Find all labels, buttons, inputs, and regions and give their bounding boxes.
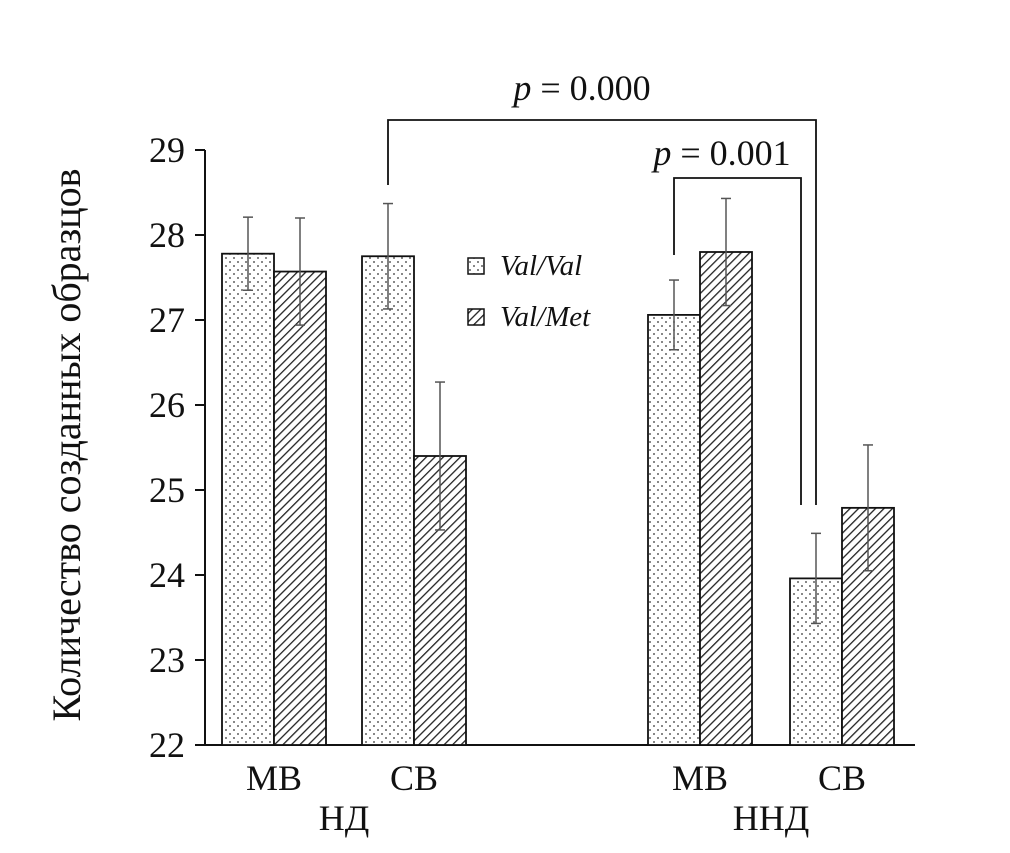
y-tick-label: 29 <box>149 130 185 170</box>
bar-val-val <box>361 255 415 746</box>
y-tick-label: 23 <box>149 640 185 680</box>
x-category-label: МВ <box>246 758 302 798</box>
y-axis-label: Количество созданных образцов <box>44 168 89 721</box>
legend-swatch-val-val <box>467 257 485 275</box>
p-symbol: p <box>650 133 680 173</box>
y-axis: 22 23 24 25 26 27 28 29 <box>149 130 915 765</box>
legend: Val/Val Val/Met <box>467 250 591 333</box>
p-value-text: = 0.001 <box>680 133 790 173</box>
bar-val-met <box>273 270 327 746</box>
y-tick-label: 24 <box>149 555 185 595</box>
legend-label: Val/Val <box>500 250 582 282</box>
x-category-label: СВ <box>390 758 438 798</box>
y-tick-label: 28 <box>149 215 185 255</box>
significance-bracket <box>673 177 802 505</box>
error-bars <box>243 197 873 625</box>
p-value-label: p = 0.001 <box>650 133 790 173</box>
bar-val-val <box>221 252 275 746</box>
y-tick-label: 25 <box>149 470 185 510</box>
x-group-label: НД <box>319 798 370 838</box>
x-group-label: ННД <box>733 798 810 838</box>
x-category-label: СВ <box>818 758 866 798</box>
y-tick-label: 22 <box>149 725 185 765</box>
bar-val-val <box>647 313 701 746</box>
p-value-label: p = 0.000 <box>510 68 650 108</box>
legend-label: Val/Met <box>500 301 591 333</box>
y-tick-label: 27 <box>149 300 185 340</box>
p-value-text: = 0.000 <box>540 68 650 108</box>
legend-swatch-val-met <box>467 308 485 326</box>
significance-bracket <box>387 119 817 505</box>
bar-val-met <box>699 251 753 746</box>
p-symbol: p <box>510 68 540 108</box>
x-category-label: МВ <box>672 758 728 798</box>
y-tick-label: 26 <box>149 385 185 425</box>
